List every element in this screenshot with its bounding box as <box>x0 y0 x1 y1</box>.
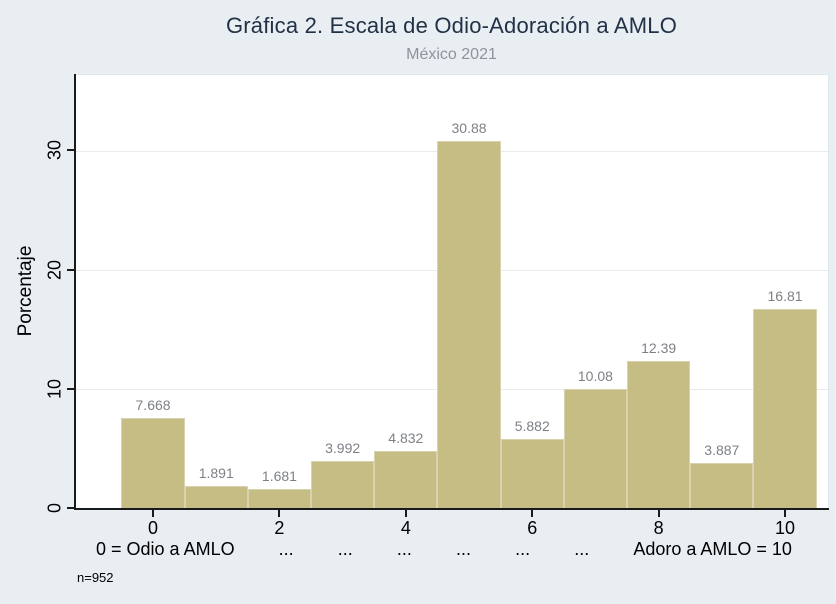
histogram-bar <box>563 388 628 509</box>
x-tick-label: 0 <box>148 518 159 538</box>
caption-part: 0 = Odio a AMLO <box>96 539 235 559</box>
y-axis-tick <box>67 149 74 152</box>
caption-part: ... <box>278 539 294 559</box>
bar-value-label: 30.88 <box>451 119 487 136</box>
bar-value-label: 3.887 <box>704 441 740 458</box>
histogram-bar <box>690 462 754 509</box>
caption-part: ... <box>337 539 353 559</box>
x-tick-label: 2 <box>274 518 285 538</box>
sample-size-note: n=952 <box>77 570 114 585</box>
y-axis-tick <box>67 507 74 509</box>
histogram-bar <box>627 361 691 509</box>
x-axis-tick <box>152 510 155 517</box>
histogram-bar <box>753 308 817 509</box>
y-axis-tick <box>67 387 74 390</box>
x-tick-label: 8 <box>653 518 664 538</box>
x-tick-label: 4 <box>400 518 411 538</box>
caption-part: ... <box>574 539 590 559</box>
bar-value-label: 12.39 <box>641 340 677 357</box>
y-tick-label: 20 <box>44 259 65 280</box>
chart-title: Gráfica 2. Escala de Odio-Adoración a AM… <box>225 13 678 38</box>
x-axis-tick <box>657 510 660 517</box>
y-tick-label: 10 <box>44 378 65 399</box>
caption-part: ... <box>396 539 412 559</box>
x-axis-tick <box>404 510 407 517</box>
bar-value-label: 1.891 <box>198 465 234 482</box>
x-axis-caption: 0 = Odio a AMLO.................. Adoro a… <box>96 539 792 560</box>
histogram-bar <box>121 417 185 509</box>
bar-value-label: 10.08 <box>577 367 613 384</box>
bar-value-label: 3.992 <box>325 440 361 457</box>
caption-part: Adoro a AMLO = 10 <box>633 539 792 559</box>
bar-value-label: 1.681 <box>261 467 297 484</box>
y-axis-line <box>74 74 76 510</box>
x-axis-tick <box>531 510 534 517</box>
y-tick-label: 30 <box>44 140 65 161</box>
bar-value-label: 5.882 <box>514 417 550 434</box>
y-axis-tick <box>67 268 74 271</box>
x-axis-tick <box>278 510 281 517</box>
y-axis-title: Porcentaje <box>15 245 36 337</box>
histogram-bar <box>184 486 248 509</box>
histogram-bar <box>500 438 564 509</box>
x-axis-tick <box>784 510 787 517</box>
x-tick-label: 6 <box>527 518 538 538</box>
x-axis-line <box>74 508 829 510</box>
plot-area: 7.668 1.891 1.681 3.992 4.832 30.88 5.882 10.08… <box>75 74 829 509</box>
bar-value-label: 4.832 <box>388 430 424 447</box>
x-tick-label: 10 <box>775 518 796 538</box>
histogram-bar <box>374 451 438 509</box>
y-tick-label: 0 <box>44 502 65 514</box>
chart-subtitle: México 2021 <box>406 46 497 63</box>
bar-value-label: 16.81 <box>767 287 803 304</box>
histogram-bar <box>311 461 375 509</box>
caption-part: ... <box>515 539 531 559</box>
bar-value-label: 7.668 <box>135 396 171 413</box>
histogram-bar <box>247 488 312 509</box>
histogram-bar <box>437 140 501 509</box>
caption-part: ... <box>456 539 472 559</box>
